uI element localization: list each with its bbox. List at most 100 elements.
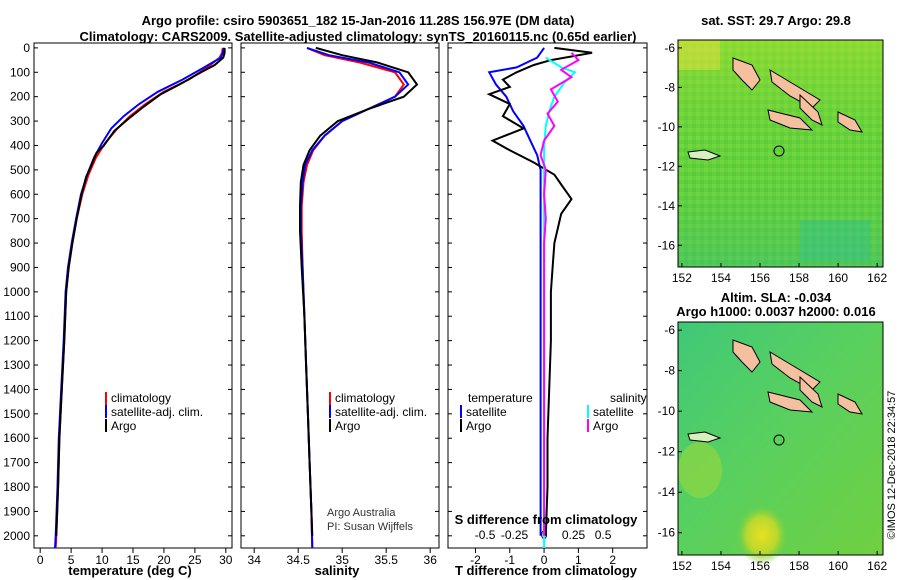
sla-map [677,321,884,565]
imos-timestamp: ©IMOS 12-Dec-2018 22:34:57 [886,391,898,540]
lon-tick-label: 154 [711,271,731,285]
lon-tick-label: 156 [750,271,770,285]
s-tick-label: -0.5 [475,528,496,542]
legend-satellite: satellite-adj. clim. [111,405,203,419]
sla-high-anomaly [736,505,788,565]
temperature-legend: climatology satellite-adj. clim. Argo [105,391,203,433]
legend-climatology: climatology [111,391,171,405]
salinity-legend: climatology satellite-adj. clim. Argo [329,391,427,433]
legend-s-argo: Argo [593,419,619,433]
series-climatology [300,46,406,548]
sst-map [677,39,884,268]
sst-map-title: sat. SST: 29.7 Argo: 29.8 [701,13,851,28]
island-malaita [799,93,823,126]
depth-tick-label: 300 [10,114,30,128]
lat-tick-label: -16 [658,526,676,540]
series-argo [55,47,226,536]
temperature-xlabel: temperature (deg C) [68,563,192,578]
x-tick-label: 25 [188,553,202,567]
lat-tick-label: -10 [658,404,676,418]
x-tick-label: 35.5 [375,553,399,567]
lon-tick-label: 160 [828,559,848,573]
sst-lon-axis: 152 154 156 158 160 162 [672,263,887,285]
lat-tick-label: -8 [664,364,675,378]
island-bougainville [732,57,761,91]
lon-tick-label: 152 [672,559,692,573]
legend-s-title: salinity [610,391,647,405]
depth-tick-label: 400 [10,138,30,152]
x-tick-label: -1 [504,553,515,567]
legend-argo: Argo [111,419,137,433]
sla-map-title-1: Altim. SLA: -0.034 [721,290,832,305]
x-tick-label: 35 [336,553,350,567]
salinity-x-axis: 34 34.5 35 35.5 36 [248,548,437,567]
island-bougainville [732,339,761,373]
x-tick-label: 20 [157,553,171,567]
title-line-2: Climatology: CARS2009. Satellite-adjuste… [79,29,636,44]
lon-tick-label: 158 [789,559,809,573]
sla-anomaly-west [678,442,722,498]
argo-location-marker [773,434,785,446]
s-tick-label: 0.5 [595,528,612,542]
island-guadalcanal [767,109,814,131]
lat-tick-label: -6 [664,41,675,55]
depth-tick-label: 100 [10,65,30,79]
lon-tick-label: 160 [828,271,848,285]
x-tick-label: 1 [575,553,582,567]
x-tick-label: 34.5 [287,553,311,567]
island-makira [837,111,863,133]
s-tick-label: -0.25 [501,528,529,542]
depth-tick-label: 1100 [4,309,30,323]
s-tick-label: 0.25 [562,528,586,542]
lon-tick-label: 154 [711,559,731,573]
depth-tick-label: 900 [10,260,30,274]
depth-tick-label: 1400 [3,382,30,396]
series-salinity-satellite [543,56,577,548]
sla-map-title-2: Argo h1000: 0.0037 h2000: 0.016 [676,304,875,319]
lon-tick-label: 162 [867,271,887,285]
lat-tick-label: -12 [658,159,676,173]
x-tick-label: 0 [37,553,44,567]
depth-tick-label: 2000 [3,529,30,543]
x-tick-label: 15 [126,553,140,567]
temperature-panel [33,42,233,549]
lat-tick-label: -16 [658,238,676,252]
x-tick-label: -2 [470,553,481,567]
series-satellite-adj-clim- [54,47,225,548]
sla-lon-axis: 152 154 156 158 160 162 [672,551,887,573]
sla-lat-axis: -6 -8 -10 -12 -14 -16 [658,323,682,540]
difference-legend: temperature salinity satellite Argo sate… [460,391,647,433]
depth-tick-label: 1800 [3,480,30,494]
sst-cool-patch [800,220,870,260]
x-tick-label: 34 [248,553,262,567]
sla-map-frame [677,321,884,556]
x-tick-label: 0 [541,553,548,567]
title-line-1: Argo profile: csiro 5903651_182 15-Jan-2… [142,13,575,28]
series-satellite-adj-clim- [299,46,410,548]
legend-argo: Argo [335,419,361,433]
legend-t-title: temperature [468,391,533,405]
depth-axis: 0 100 200 300 400 500 600 700 800 900 1000 1100 1200… [3,41,647,543]
x-tick-label: 5 [68,553,75,567]
series-climatology [54,47,224,548]
depth-tick-label: 1700 [3,456,30,470]
salinity-xlabel: salinity [315,563,361,578]
series-temperature-satellite [487,47,545,536]
legend-t-argo: Argo [466,419,492,433]
lat-tick-label: -12 [658,445,676,459]
series-argo [299,46,419,536]
difference-x-axis: -2 -1 0 1 2 [470,548,616,567]
lon-tick-label: 156 [750,559,770,573]
series-salinity-argo [539,52,581,536]
s-difference-label: S difference from climatology [455,512,639,527]
depth-tick-label: 0 [23,41,30,55]
depth-tick-label: 1200 [3,334,30,348]
sst-lat-axis: -6 -8 -10 -12 -14 -16 [658,41,682,252]
reef-outline [687,431,722,443]
lat-tick-label: -14 [658,199,676,213]
depth-tick-label: 600 [10,187,30,201]
depth-tick-label: 500 [10,163,30,177]
sst-map-frame [677,39,884,268]
depth-tick-label: 1900 [3,504,30,518]
